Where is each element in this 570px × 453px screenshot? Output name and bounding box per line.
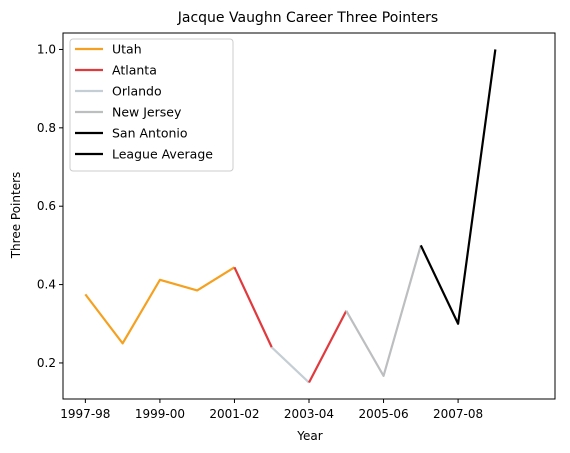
x-tick-label: 1999-00 bbox=[135, 407, 185, 421]
x-tick-label: 1997-98 bbox=[60, 407, 110, 421]
legend-label: Atlanta bbox=[112, 63, 157, 78]
y-axis-label: Three Pointers bbox=[9, 172, 23, 260]
legend-label: League Average bbox=[112, 147, 213, 162]
y-tick-label: 0.6 bbox=[37, 199, 56, 213]
series-line-utah-0 bbox=[84, 266, 236, 345]
y-tick-label: 0.8 bbox=[37, 121, 56, 135]
x-tick-label: 2003-04 bbox=[284, 407, 334, 421]
series-line-new-jersey-4 bbox=[345, 245, 422, 377]
legend-label: New Jersey bbox=[112, 105, 182, 120]
legend: Utah Atlanta Orlando New Jersey San Antonio L… bbox=[69, 38, 234, 172]
x-axis-label: Year bbox=[296, 429, 322, 443]
legend-label: San Antonio bbox=[112, 126, 188, 141]
y-tick-label: 1.0 bbox=[37, 42, 56, 56]
legend-box bbox=[69, 38, 234, 172]
x-tick-label: 2001-02 bbox=[209, 407, 259, 421]
series-line-atlanta-1 bbox=[233, 266, 273, 348]
legend-label: Utah bbox=[112, 42, 142, 57]
y-tick-label: 0.2 bbox=[37, 356, 56, 370]
series-line-san-antonio-5 bbox=[419, 49, 497, 325]
y-tick-label: 0.4 bbox=[37, 278, 56, 292]
x-tick-label: 2007-08 bbox=[433, 407, 483, 421]
legend-label: Orlando bbox=[112, 84, 162, 99]
chart-title: Jacque Vaughn Career Three Pointers bbox=[177, 10, 438, 26]
plot-area: 0.2 0.4 0.6 0.8 1.0 1997-98 1999-00 2001-02 2003… bbox=[37, 32, 556, 421]
x-tick-label: 2005-06 bbox=[358, 407, 408, 421]
series-line-atlanta-3 bbox=[308, 310, 348, 384]
series-line-orlando-2 bbox=[270, 346, 310, 384]
